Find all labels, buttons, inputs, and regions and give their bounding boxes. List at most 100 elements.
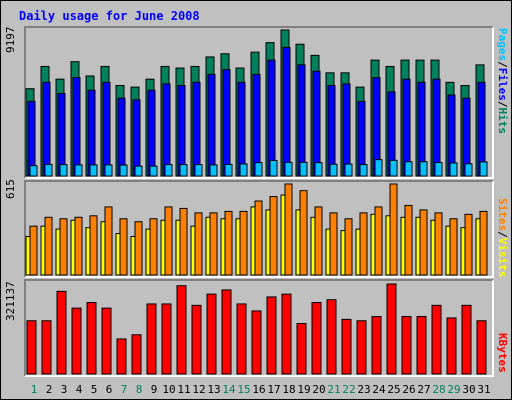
sites-bar — [89, 215, 98, 276]
pages-bar — [299, 161, 308, 177]
sites-bar — [449, 218, 458, 276]
day-label: 21 — [327, 383, 340, 396]
pages-bar — [164, 164, 173, 177]
kbytes-bar — [26, 320, 37, 375]
kbytes-bar — [476, 320, 487, 375]
files-bar — [42, 81, 51, 177]
kbytes-bar — [251, 310, 262, 375]
day-label: 1 — [31, 383, 38, 396]
sites-bar — [179, 207, 188, 276]
kbytes-bar — [131, 334, 142, 375]
files-bar — [342, 83, 351, 177]
sites-bar — [59, 218, 68, 276]
pages-bar — [434, 162, 443, 177]
day-label: 14 — [222, 383, 236, 396]
sites-bar — [299, 190, 308, 276]
pages-bar — [284, 161, 293, 177]
files-bar — [102, 81, 111, 177]
files-bar — [147, 89, 156, 177]
kbytes-bar — [191, 304, 202, 375]
pages-bar — [449, 162, 458, 177]
sites-bar — [329, 212, 338, 276]
day-label: 29 — [447, 383, 460, 396]
day-label: 26 — [402, 383, 415, 396]
pages-bar — [329, 163, 338, 177]
pages-bar — [404, 161, 413, 177]
pages-bar — [314, 162, 323, 177]
files-bar — [162, 83, 171, 177]
kbytes-bar — [326, 299, 337, 375]
day-label: 13 — [207, 383, 220, 396]
sites-bar — [344, 218, 353, 276]
sites-bar — [269, 196, 278, 276]
pages-bar — [134, 165, 143, 177]
day-label: 2 — [46, 383, 53, 396]
pages-bar — [44, 163, 53, 177]
day-label: 11 — [177, 383, 190, 396]
day-label: 25 — [387, 383, 400, 396]
kbytes-bar — [446, 317, 457, 375]
day-label: 8 — [136, 383, 143, 396]
sites-bar — [434, 212, 443, 276]
sites-bar — [104, 206, 113, 276]
pages-bar — [464, 163, 473, 177]
pages-bar — [104, 164, 113, 177]
files-bar — [72, 77, 81, 177]
sites-bar — [314, 206, 323, 276]
sites-bar — [209, 212, 218, 276]
pages-bar — [29, 165, 38, 177]
kbytes-bar — [206, 293, 217, 375]
kbytes-bar — [356, 320, 367, 375]
day-label: 16 — [252, 383, 265, 396]
day-label: 22 — [342, 383, 355, 396]
day-label: 15 — [237, 383, 250, 396]
day-label: 17 — [267, 383, 280, 396]
day-label: 7 — [121, 383, 128, 396]
kbytes-bar — [56, 290, 67, 375]
sites-bar — [194, 212, 203, 276]
pages-bar — [179, 164, 188, 177]
files-bar — [117, 97, 126, 177]
files-bar — [192, 81, 201, 177]
pages-bar — [239, 163, 248, 177]
chart-title: Daily usage for June 2008 — [19, 9, 200, 23]
day-label: 3 — [61, 383, 68, 396]
sites-bar — [224, 210, 233, 276]
files-bar — [252, 73, 261, 177]
files-bar — [57, 92, 66, 177]
day-label: 28 — [432, 383, 445, 396]
kbytes-bar — [311, 302, 322, 375]
pages-bar — [389, 159, 398, 177]
sites-bar — [419, 209, 428, 276]
files-bar — [132, 99, 141, 177]
pages-bar — [479, 161, 488, 177]
kbytes-bar — [281, 293, 292, 375]
kbytes-bar — [86, 302, 97, 375]
sites-bar — [74, 216, 83, 276]
sites-bar — [134, 221, 143, 276]
kbytes-bar — [101, 307, 112, 375]
day-label: 31 — [477, 383, 490, 396]
files-bar — [282, 46, 291, 177]
kbytes-bar — [266, 296, 277, 375]
sites-bar — [119, 218, 128, 276]
day-label: 9 — [151, 383, 158, 396]
day-label: 18 — [282, 383, 295, 396]
kbytes-bar — [221, 289, 232, 375]
pages-bar — [194, 164, 203, 177]
kbytes-bar — [461, 304, 472, 375]
day-label: 6 — [106, 383, 113, 396]
kbytes-bar — [146, 303, 157, 375]
kbytes-bar — [161, 303, 172, 375]
pages-bar — [59, 164, 68, 177]
day-label: 27 — [417, 383, 430, 396]
day-label: 24 — [372, 383, 386, 396]
pages-bar — [269, 159, 278, 177]
sites-bar — [164, 206, 173, 276]
pages-bar — [359, 164, 368, 177]
pages-bar — [374, 159, 383, 177]
kbytes-bar — [71, 307, 82, 375]
kbytes-bar — [41, 320, 52, 375]
pages-bar — [89, 164, 98, 177]
day-label: 30 — [462, 383, 475, 396]
